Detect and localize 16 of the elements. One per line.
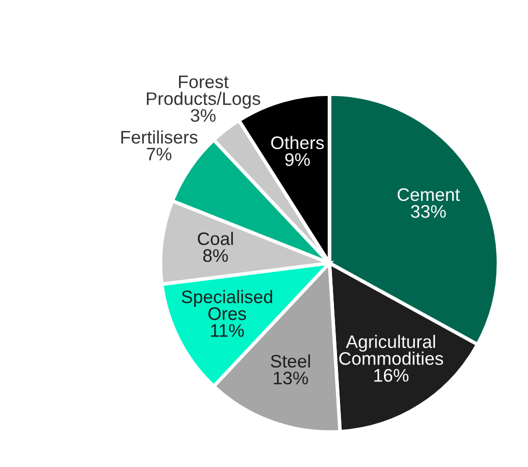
slice-label: Coal [198,232,233,246]
data-label: 13% [274,372,308,384]
slice-label: Others [271,136,324,150]
data-label: 3% [190,109,216,122]
data-label: 16% [374,368,408,382]
data-label: 11% [211,324,244,337]
data-label: 9% [285,153,310,166]
slice-label: Fertilisers [121,130,198,144]
slice-label: Agricultural Commodities [339,334,444,365]
slice-label: Forest Products/Logs [146,76,260,109]
data-label: 8% [203,249,228,262]
slice-label: Specialised Ores [182,290,272,320]
data-label: 33% [410,205,446,218]
slice-label: Cement [398,188,460,202]
data-label: 7% [146,148,172,160]
slice-label: Steel [270,354,310,368]
